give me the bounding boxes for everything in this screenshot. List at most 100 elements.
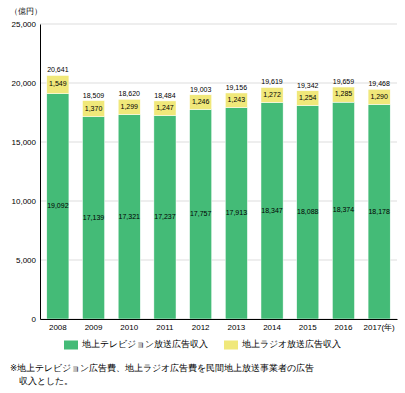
footnote: ※地上テレビジョン広告費、地上ラジオ広告費を民間地上放送事業者の広告 収入とした… <box>10 363 314 386</box>
data-label: 1,272 <box>263 91 281 98</box>
bar <box>82 101 104 117</box>
total-label: 20,641 <box>47 66 69 73</box>
x-tick-label: 2015 <box>299 323 317 332</box>
data-label: 17,321 <box>119 213 141 220</box>
x-tick-label: 2008 <box>49 323 67 332</box>
x-tick: 2008 <box>49 323 67 332</box>
bars <box>47 75 390 319</box>
bar <box>225 93 247 108</box>
y-axis-title: （億円） <box>10 7 42 16</box>
data-label: 17,913 <box>226 209 248 216</box>
data-label: 17,237 <box>154 213 176 220</box>
x-tick-label: 2016 <box>335 323 353 332</box>
y-tick: 20,000 <box>12 79 37 88</box>
y-tick-label: 20,000 <box>12 79 37 88</box>
total-label: 18,509 <box>83 92 105 99</box>
data-label: 1,370 <box>85 105 103 112</box>
y-tick: 25,000 <box>12 20 37 29</box>
legend-item: 地上テレビジョン放送広告収入 <box>64 339 208 349</box>
data-label: 1,246 <box>192 98 210 105</box>
total-label: 19,342 <box>297 82 319 89</box>
y-tick: 0 <box>32 315 37 324</box>
data-label: 18,374 <box>333 206 355 213</box>
bar <box>154 101 176 116</box>
x-tick: 2010 <box>120 323 138 332</box>
chart-container: 19,092 17,139 17,321 17,237 17,757 17,913 18,3… <box>0 0 405 393</box>
bar <box>47 94 69 319</box>
data-label: 1,290 <box>370 93 388 100</box>
data-label: 1,247 <box>156 104 174 111</box>
bar <box>368 89 390 104</box>
bar <box>332 102 354 319</box>
data-label: 1,243 <box>228 96 246 103</box>
data-label: 18,347 <box>261 207 283 214</box>
bar <box>118 99 140 114</box>
y-axis-line <box>40 25 41 320</box>
legend-item: 地上ラジオ放送広告収入 <box>224 339 341 349</box>
x-tick: 2015 <box>299 323 317 332</box>
y-tick-label: 15,000 <box>12 138 37 147</box>
x-tick: 2013 <box>227 323 245 332</box>
bar <box>47 75 69 93</box>
y-tick-label: 10,000 <box>12 197 37 206</box>
total-label: 19,468 <box>368 80 390 87</box>
x-tick-label: 2014 <box>263 323 281 332</box>
y-tick: 10,000 <box>12 197 37 206</box>
data-label: 1,299 <box>120 103 138 110</box>
bar <box>190 109 212 319</box>
x-tick-label: 2009 <box>85 323 103 332</box>
total-label: 19,003 <box>190 86 212 93</box>
bar <box>261 87 283 102</box>
x-tick: 2009 <box>85 323 103 332</box>
y-tick-label: 25,000 <box>12 20 37 29</box>
data-label: 19,092 <box>47 202 69 209</box>
bar <box>190 95 212 110</box>
bar <box>225 108 247 319</box>
legend-swatch <box>224 341 238 350</box>
footnote-line: 収入とした。 <box>10 376 73 386</box>
data-label: 18,088 <box>297 208 319 215</box>
x-tick: 2016 <box>335 323 353 332</box>
total-label: 19,156 <box>226 84 248 91</box>
y-tick: 5,000 <box>16 256 37 265</box>
x-tick: 2017(年) <box>364 323 395 332</box>
legend-swatch <box>64 341 78 350</box>
data-label: 1,549 <box>49 80 67 87</box>
x-tick-label: 2013 <box>227 323 245 332</box>
bar <box>82 117 104 319</box>
x-tick: 2012 <box>192 323 210 332</box>
bar <box>297 91 319 106</box>
y-tick-label: 0 <box>32 315 37 324</box>
bar-series <box>47 94 390 319</box>
legend-label: 地上ラジオ放送広告収入 <box>241 339 341 349</box>
total-label: 19,619 <box>261 78 283 85</box>
grid-line <box>40 24 397 25</box>
data-labels: 19,092 17,139 17,321 17,237 17,757 17,913 18,3… <box>47 66 390 220</box>
x-axis-line <box>41 319 398 320</box>
total-label: 18,484 <box>154 92 176 99</box>
bar <box>332 87 354 102</box>
bar <box>118 115 140 319</box>
data-label: 1,254 <box>299 94 317 101</box>
y-axis: 0 5,000 10,000 15,000 20,000 25,000 <box>12 20 41 324</box>
data-label: 17,139 <box>83 214 105 221</box>
x-tick-label: 2017(年) <box>364 323 395 332</box>
data-label: 18,178 <box>368 208 390 215</box>
legend: 地上テレビジョン放送広告収入 地上ラジオ放送広告収入 <box>64 339 341 349</box>
x-tick: 2011 <box>156 323 174 332</box>
total-label: 19,659 <box>333 78 355 85</box>
y-tick-label: 5,000 <box>16 256 37 265</box>
x-tick: 2014 <box>263 323 281 332</box>
footnote-line: ※地上テレビジョン広告費、地上ラジオ広告費を民間地上放送事業者の広告 <box>10 363 314 373</box>
y-tick: 15,000 <box>12 138 37 147</box>
x-tick-label: 2012 <box>192 323 210 332</box>
data-label: 17,757 <box>190 210 212 217</box>
x-tick-label: 2010 <box>120 323 138 332</box>
data-label: 1,285 <box>335 90 353 97</box>
bar <box>368 104 390 319</box>
bar <box>154 116 176 319</box>
bar <box>261 103 283 319</box>
x-axis: 2008 2009 2010 2011 2012 2013 2014 2015 2016 2017… <box>41 320 398 332</box>
bar <box>297 106 319 319</box>
grid <box>40 24 397 319</box>
